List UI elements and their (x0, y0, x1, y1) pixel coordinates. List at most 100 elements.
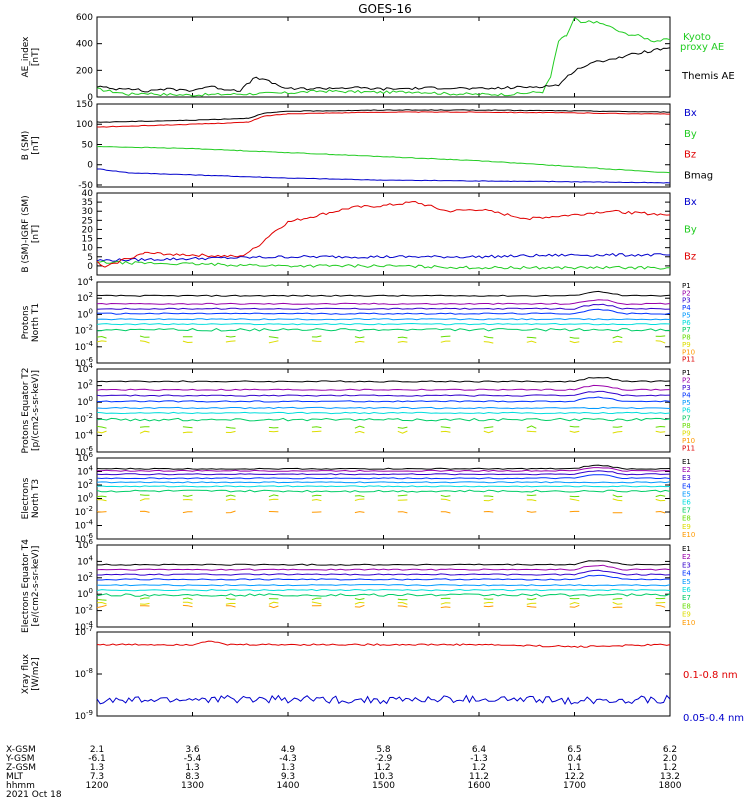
y-tick-label: 10-2 (75, 505, 93, 518)
y-tick-label: 102 (77, 571, 93, 584)
channel-segment-p9 (397, 340, 408, 343)
y-axis-label: B (SM) (21, 131, 31, 161)
channel-segment-p8 (655, 335, 666, 337)
channel-segment-p8 (354, 425, 365, 429)
channel-line-p1 (96, 290, 671, 297)
channel-segment-p8 (311, 335, 322, 338)
y-tick-label: 104 (77, 275, 93, 288)
y-axis-label: Protons (21, 305, 31, 339)
channel-line-p3 (96, 390, 671, 397)
y-tick-label: 100 (77, 587, 93, 600)
channel-line-e7 (96, 489, 671, 493)
legend-item-e9: E9 (682, 523, 691, 531)
channel-line-p4 (96, 308, 671, 315)
panel-4: 10-6 10-4 10-2 100 102 104 Protons North T1 P1P2… (21, 275, 695, 369)
orbit-cell: 2.1 (90, 745, 104, 755)
channel-line-e7 (96, 593, 671, 597)
channel-segment-p9 (311, 340, 322, 342)
channel-line-p6 (96, 322, 671, 326)
y-tick-label: 10-4 (75, 620, 94, 633)
orbit-cell: 1200 (86, 781, 109, 791)
channel-segment-e10 (225, 605, 236, 608)
channel-line-p7 (96, 417, 671, 422)
y-axis-label: Electrons Equator T4 (21, 539, 31, 633)
channel-segment-e8 (182, 597, 193, 600)
legend-item-e1: E1 (682, 545, 691, 553)
y-tick-label: 104 (77, 362, 93, 375)
y-tick-label: 0 (87, 262, 93, 272)
channel-segment-p9 (182, 431, 193, 434)
legend-item-e10: E10 (682, 531, 695, 539)
orbit-cell: 1.3 (281, 763, 295, 773)
channel-segment-e9 (311, 498, 322, 502)
legend-item-e10: E10 (682, 619, 695, 627)
y-axis-label: Protons Equator T2 (21, 367, 31, 453)
channel-line-e1 (96, 464, 671, 470)
y-tick-label: 106 (77, 451, 93, 464)
channel-segment-p8 (569, 425, 580, 428)
channel-segment-e9 (182, 498, 193, 501)
channel-line-p5 (96, 318, 671, 321)
legend-item-themis-ae: Themis AE (681, 71, 735, 82)
y-tick-label: 10-6 (75, 445, 94, 458)
legend-item-bmag: Bmag (684, 170, 713, 181)
channel-segment-e10 (182, 511, 193, 514)
channel-segment-e10 (397, 511, 408, 514)
channel-segment-e8 (354, 495, 365, 498)
orbit-cell: 5.8 (376, 745, 391, 755)
channel-segment-e10 (440, 606, 451, 609)
legend-item-p8: P8 (682, 334, 691, 342)
channel-segment-e9 (96, 601, 107, 605)
orbit-cell: 1.1 (567, 763, 581, 773)
legend-item-p1: P1 (682, 282, 691, 290)
legend-item-by: By (684, 224, 697, 235)
y-tick-label: 5 (87, 253, 93, 263)
y-tick-label: 40 (82, 189, 94, 199)
y-tick-label: -50 (78, 181, 93, 191)
channel-segment-e9 (96, 499, 107, 502)
channel-segment-p8 (526, 425, 537, 429)
channel-segment-e9 (268, 498, 279, 501)
channel-line-p2 (96, 384, 671, 391)
channel-segment-e9 (440, 498, 451, 502)
channel-segment-p8 (483, 426, 494, 429)
orbit-cell: 0.4 (567, 754, 582, 764)
series-line-by (96, 260, 671, 270)
channel-line-p6 (96, 411, 671, 415)
channel-segment-p8 (225, 426, 236, 429)
channel-segment-e9 (440, 602, 451, 605)
legend-item-bz: Bz (684, 252, 696, 263)
channel-segment-e9 (354, 498, 365, 501)
channel-segment-e9 (397, 602, 408, 605)
series-line-bz (96, 200, 671, 268)
channel-segment-e9 (483, 498, 494, 502)
orbit-cell: 1600 (468, 781, 491, 791)
y-tick-label: 50 (82, 140, 94, 150)
channel-segment-e8 (96, 598, 107, 601)
channel-segment-p9 (440, 430, 451, 433)
legend-item-bx: Bx (684, 108, 697, 119)
y-tick-label: 10-6 (75, 532, 94, 545)
channel-segment-p8 (440, 335, 451, 338)
channel-segment-e9 (354, 601, 365, 605)
channel-segment-e8 (440, 494, 451, 498)
channel-segment-p8 (526, 336, 537, 339)
orbit-row-label: Z-GSM (6, 763, 36, 773)
legend-item-e9: E9 (682, 611, 691, 619)
series-line-bx (97, 168, 671, 184)
y-tick-label: 102 (77, 379, 93, 392)
legend-item-p8: P8 (682, 422, 691, 430)
channel-segment-p9 (311, 430, 322, 433)
channel-segment-p8 (354, 336, 365, 339)
series-line-0-05-0-4-nm (96, 694, 671, 706)
y-tick-label: 20 (82, 225, 94, 235)
channel-line-p2 (96, 299, 671, 306)
channel-segment-p8 (612, 426, 623, 428)
channel-segment-p9 (96, 340, 107, 343)
channel-segment-p9 (397, 430, 408, 434)
orbit-cell: 3.6 (185, 745, 200, 755)
legend-item-xray-long: 0.1-0.8 nm (683, 670, 738, 681)
y-tick-label: 0 (87, 161, 93, 171)
channel-segment-e8 (225, 597, 236, 600)
channel-segment-p8 (655, 425, 666, 428)
